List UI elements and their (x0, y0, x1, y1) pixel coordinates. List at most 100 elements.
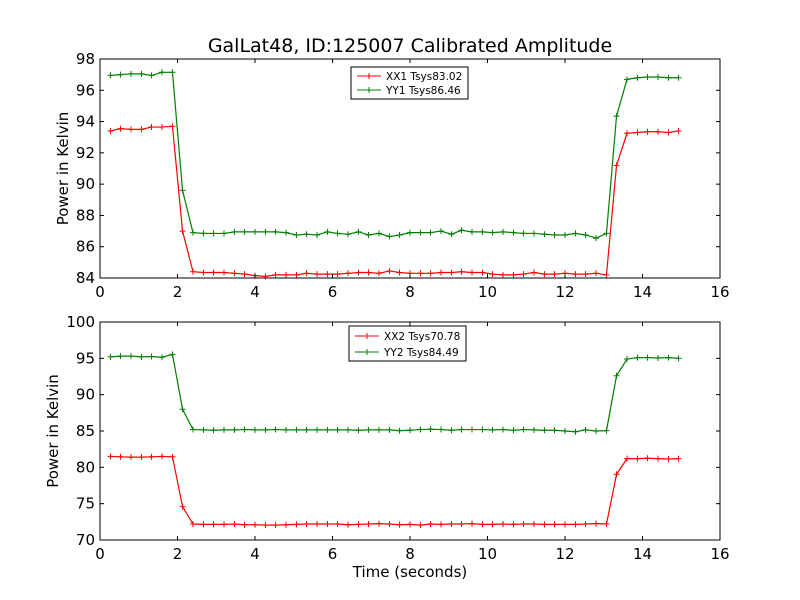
data-point-2-1 (293, 521, 300, 528)
data-point-1-1 (634, 129, 641, 136)
data-point-1-1 (334, 271, 341, 278)
top-y-tick-label: 92 (76, 144, 95, 162)
legend-marker-yy2 (364, 349, 370, 355)
data-point-1-2 (531, 230, 537, 237)
data-point-1-1 (417, 270, 424, 277)
top-y-tick-label: 96 (76, 81, 95, 99)
legend-marker-xx1 (366, 73, 372, 79)
data-point-1-2 (655, 73, 661, 80)
data-point-2-2 (510, 427, 517, 434)
data-point-1-2 (210, 230, 217, 237)
data-point-1-1 (531, 269, 537, 276)
data-point-2-1 (510, 521, 517, 528)
data-point-1-1 (520, 271, 527, 278)
top-y-tick-label: 86 (76, 238, 95, 256)
data-point-1-2 (582, 231, 589, 238)
data-point-2-1 (345, 521, 351, 528)
data-point-2-1 (314, 521, 320, 528)
data-point-2-2 (241, 426, 248, 433)
data-point-1-1 (541, 271, 548, 278)
data-point-1-1 (386, 267, 393, 274)
data-point-2-1 (200, 521, 207, 528)
data-point-1-2 (241, 228, 248, 235)
data-point-2-2 (107, 353, 114, 360)
data-point-1-1 (128, 126, 134, 133)
data-point-1-2 (489, 229, 496, 236)
data-point-2-2 (117, 353, 124, 360)
data-point-2-1 (179, 503, 186, 510)
data-point-2-2 (489, 426, 496, 433)
data-point-1-1 (314, 271, 320, 278)
data-point-2-1 (324, 521, 331, 528)
data-point-1-2 (675, 74, 682, 81)
data-point-2-1 (572, 521, 579, 528)
bottom-y-tick-label: 100 (66, 313, 95, 331)
data-point-2-2 (593, 428, 599, 434)
data-point-2-1 (231, 521, 238, 528)
data-point-1-1 (624, 130, 630, 137)
data-point-2-1 (169, 453, 176, 460)
data-point-2-2 (469, 426, 475, 433)
data-point-2-1 (500, 521, 506, 528)
data-point-2-1 (334, 521, 341, 528)
data-point-2-1 (138, 454, 145, 461)
data-point-2-2 (396, 427, 403, 434)
data-point-2-1 (128, 454, 134, 461)
data-point-1-2 (634, 74, 641, 81)
data-point-2-2 (407, 427, 413, 434)
data-point-2-1 (593, 520, 599, 527)
data-point-2-2 (293, 426, 300, 433)
data-point-1-1 (169, 123, 176, 130)
data-point-1-2 (159, 69, 165, 76)
data-point-1-2 (572, 230, 579, 237)
data-point-2-2 (613, 372, 620, 379)
data-point-2-1 (221, 521, 227, 528)
data-point-1-2 (469, 228, 475, 235)
data-point-1-1 (190, 268, 196, 275)
data-point-1-2 (407, 229, 413, 236)
data-point-1-2 (117, 71, 124, 78)
data-point-2-1 (551, 521, 558, 528)
top-x-tick-label: 14 (633, 283, 652, 301)
data-point-1-2 (324, 228, 331, 235)
bottom-y-tick-label: 70 (76, 531, 95, 549)
data-point-1-1 (148, 124, 155, 131)
data-point-1-1 (655, 128, 661, 135)
data-point-2-2 (200, 426, 207, 433)
data-point-1-2 (252, 228, 258, 235)
data-point-1-2 (314, 231, 320, 238)
data-point-1-2 (396, 231, 403, 238)
data-point-2-1 (407, 521, 413, 528)
data-point-1-1 (138, 126, 145, 133)
data-point-1-2 (417, 229, 424, 236)
data-point-1-1 (221, 269, 227, 276)
top-plot-marks (107, 69, 682, 280)
data-point-1-1 (272, 271, 279, 278)
data-point-2-2 (644, 354, 651, 361)
data-point-2-2 (438, 426, 444, 433)
data-point-2-2 (458, 426, 465, 433)
data-point-2-2 (582, 426, 589, 433)
data-point-2-2 (345, 426, 351, 433)
data-point-2-2 (365, 426, 372, 433)
data-point-1-1 (582, 271, 589, 278)
data-point-2-1 (634, 455, 641, 462)
data-point-2-2 (262, 426, 269, 433)
data-point-1-2 (138, 70, 145, 77)
data-point-2-1 (107, 453, 114, 460)
data-point-1-1 (510, 271, 517, 278)
data-point-1-1 (448, 269, 455, 276)
data-point-2-1 (252, 521, 258, 528)
top-y-tick-label: 90 (76, 175, 95, 193)
data-point-2-2 (148, 353, 155, 360)
data-point-1-2 (603, 230, 610, 237)
data-point-2-1 (117, 453, 124, 460)
data-point-1-2 (169, 69, 176, 76)
top-y-tick-label: 84 (76, 269, 95, 287)
data-point-1-2 (303, 231, 310, 238)
data-point-2-2 (303, 426, 310, 433)
data-point-1-1 (489, 271, 496, 278)
data-point-2-1 (675, 455, 682, 462)
data-point-2-1 (479, 521, 486, 528)
